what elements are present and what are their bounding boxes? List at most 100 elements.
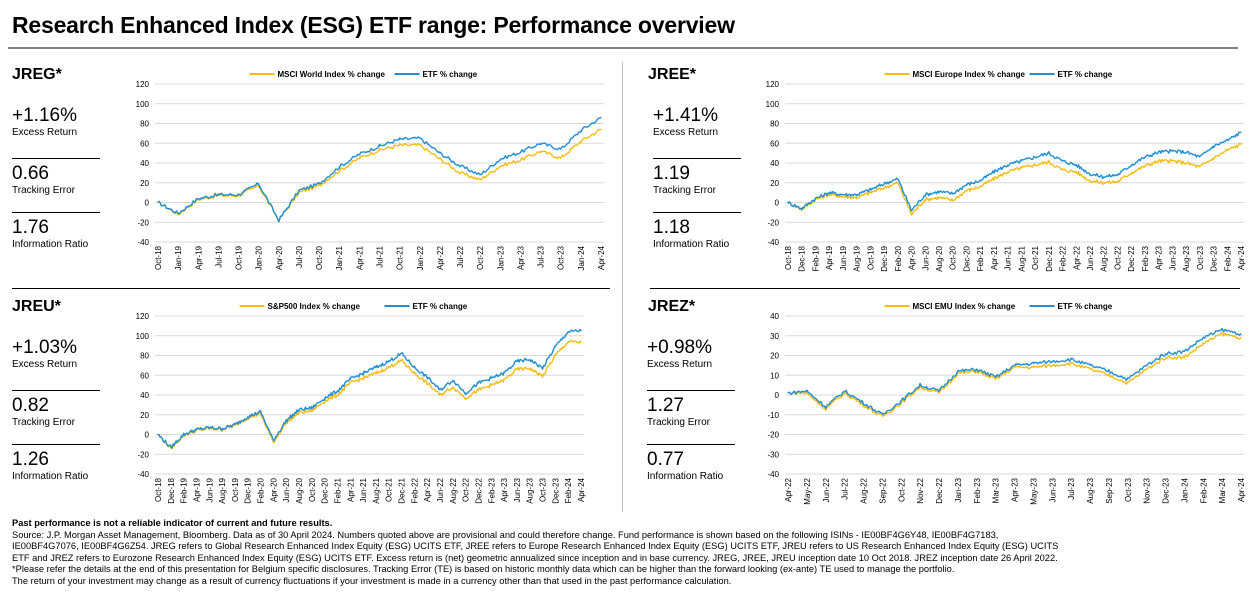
data-point (1034, 164, 1036, 166)
metric-tracking-error: 0.82 Tracking Error (12, 391, 100, 445)
data-point (358, 153, 360, 155)
x-tick-label: Jan-24 (1180, 477, 1189, 502)
x-tick-label: Feb-23 (487, 477, 496, 503)
x-tick-label: Dec-21 (398, 477, 407, 503)
x-tick-label: Jul-19 (214, 245, 223, 267)
index-series-line (157, 339, 582, 450)
data-point (539, 150, 542, 152)
data-point (1108, 370, 1110, 372)
metric-label: Excess Return (647, 359, 713, 370)
x-tick-label: Jun-19 (839, 245, 848, 270)
x-tick-label: Feb-21 (333, 477, 342, 503)
data-point (1158, 160, 1160, 162)
data-point (1226, 139, 1228, 141)
metric-information-ratio: 1.76 Information Ratio (12, 213, 100, 266)
data-point (842, 195, 844, 198)
x-tick-label: Feb-19 (180, 477, 189, 503)
title-divider (8, 47, 1238, 49)
data-point (195, 428, 198, 431)
data-point (995, 378, 997, 380)
x-tick-label: Jun-22 (1086, 245, 1095, 270)
data-point (580, 129, 582, 132)
data-point (910, 213, 913, 215)
metric-label: Excess Return (12, 127, 78, 138)
data-point (490, 377, 492, 379)
data-point (844, 392, 846, 394)
data-point (419, 137, 421, 139)
x-tick-label: Dec-23 (1162, 477, 1171, 503)
data-point (1089, 173, 1091, 175)
data-point (883, 183, 885, 185)
data-point (919, 386, 921, 388)
data-point (580, 140, 582, 142)
y-tick-label: 40 (770, 159, 779, 168)
legend-label: MSCI EMU Index % change (913, 302, 1016, 311)
legend-label: MSCI Europe Index % change (913, 70, 1026, 79)
index-series-line (787, 331, 1242, 417)
metric-value: 0.66 (12, 163, 49, 184)
y-tick-label: 30 (770, 332, 779, 341)
data-point (465, 397, 467, 399)
x-tick-label: Oct-22 (462, 477, 471, 502)
x-tick-label: Apr-19 (192, 477, 201, 502)
x-tick-label: Dec-18 (798, 245, 807, 271)
metric-excess-return: +1.03% Excess Return (12, 337, 100, 391)
x-tick-label: Jan-21 (335, 245, 344, 270)
data-point (516, 368, 518, 370)
x-tick-label: May-22 (803, 477, 812, 504)
data-point (897, 178, 899, 180)
panel-jreu: JREU* +1.03% Excess Return 0.82 Tracking… (0, 292, 620, 520)
data-point (459, 172, 461, 174)
data-point (529, 358, 531, 361)
data-point (388, 366, 390, 368)
x-tick-label: Dec-23 (551, 477, 560, 503)
x-tick-label: Dec-19 (880, 245, 889, 271)
data-point (298, 412, 300, 414)
data-point (170, 446, 172, 448)
metric-excess-return: +1.16% Excess Return (12, 105, 100, 159)
data-point (237, 194, 240, 196)
data-point (258, 183, 260, 185)
x-tick-label: Apr-24 (1237, 477, 1246, 502)
data-point (938, 191, 940, 193)
data-point (976, 368, 978, 370)
etf-series-line (157, 116, 602, 223)
data-point (938, 392, 940, 394)
metric-label: Tracking Error (12, 185, 75, 196)
x-tick-label: Oct-23 (557, 245, 566, 270)
x-tick-label: Oct-22 (897, 477, 906, 502)
x-tick-label: Aug-21 (1017, 245, 1026, 271)
x-tick-label: Jul-22 (841, 477, 850, 499)
data-point (349, 382, 351, 384)
data-point (157, 201, 159, 204)
data-point (378, 145, 381, 147)
x-tick-label: Mar-24 (1218, 477, 1227, 503)
data-point (452, 379, 454, 381)
metric-label: Information Ratio (653, 239, 730, 250)
data-point (957, 370, 959, 372)
y-tick-label: 80 (770, 120, 779, 129)
data-point (897, 182, 899, 184)
x-tick-label: Feb-24 (564, 477, 573, 503)
data-point (1183, 350, 1185, 353)
ticker-label: JREZ* (648, 298, 696, 315)
y-tick-label: -40 (137, 470, 149, 479)
data-point (1240, 131, 1242, 133)
x-tick-label: Dec-22 (1127, 245, 1136, 271)
data-point (1221, 333, 1223, 335)
data-point (1116, 174, 1119, 176)
x-tick-label: Jun-23 (1168, 245, 1177, 270)
metric-label: Information Ratio (647, 471, 724, 482)
data-point (419, 144, 421, 146)
data-point (814, 197, 817, 200)
data-point (499, 158, 501, 160)
x-tick-label: Feb-23 (973, 477, 982, 503)
x-tick-label: Apr-21 (990, 245, 999, 270)
y-tick-label: 120 (136, 312, 150, 321)
x-tick-label: Jun-20 (282, 477, 291, 502)
data-point (318, 183, 320, 185)
data-point (516, 360, 518, 363)
data-point (375, 366, 377, 368)
y-tick-label: -10 (767, 411, 779, 420)
legend-label: ETF % change (413, 302, 468, 311)
